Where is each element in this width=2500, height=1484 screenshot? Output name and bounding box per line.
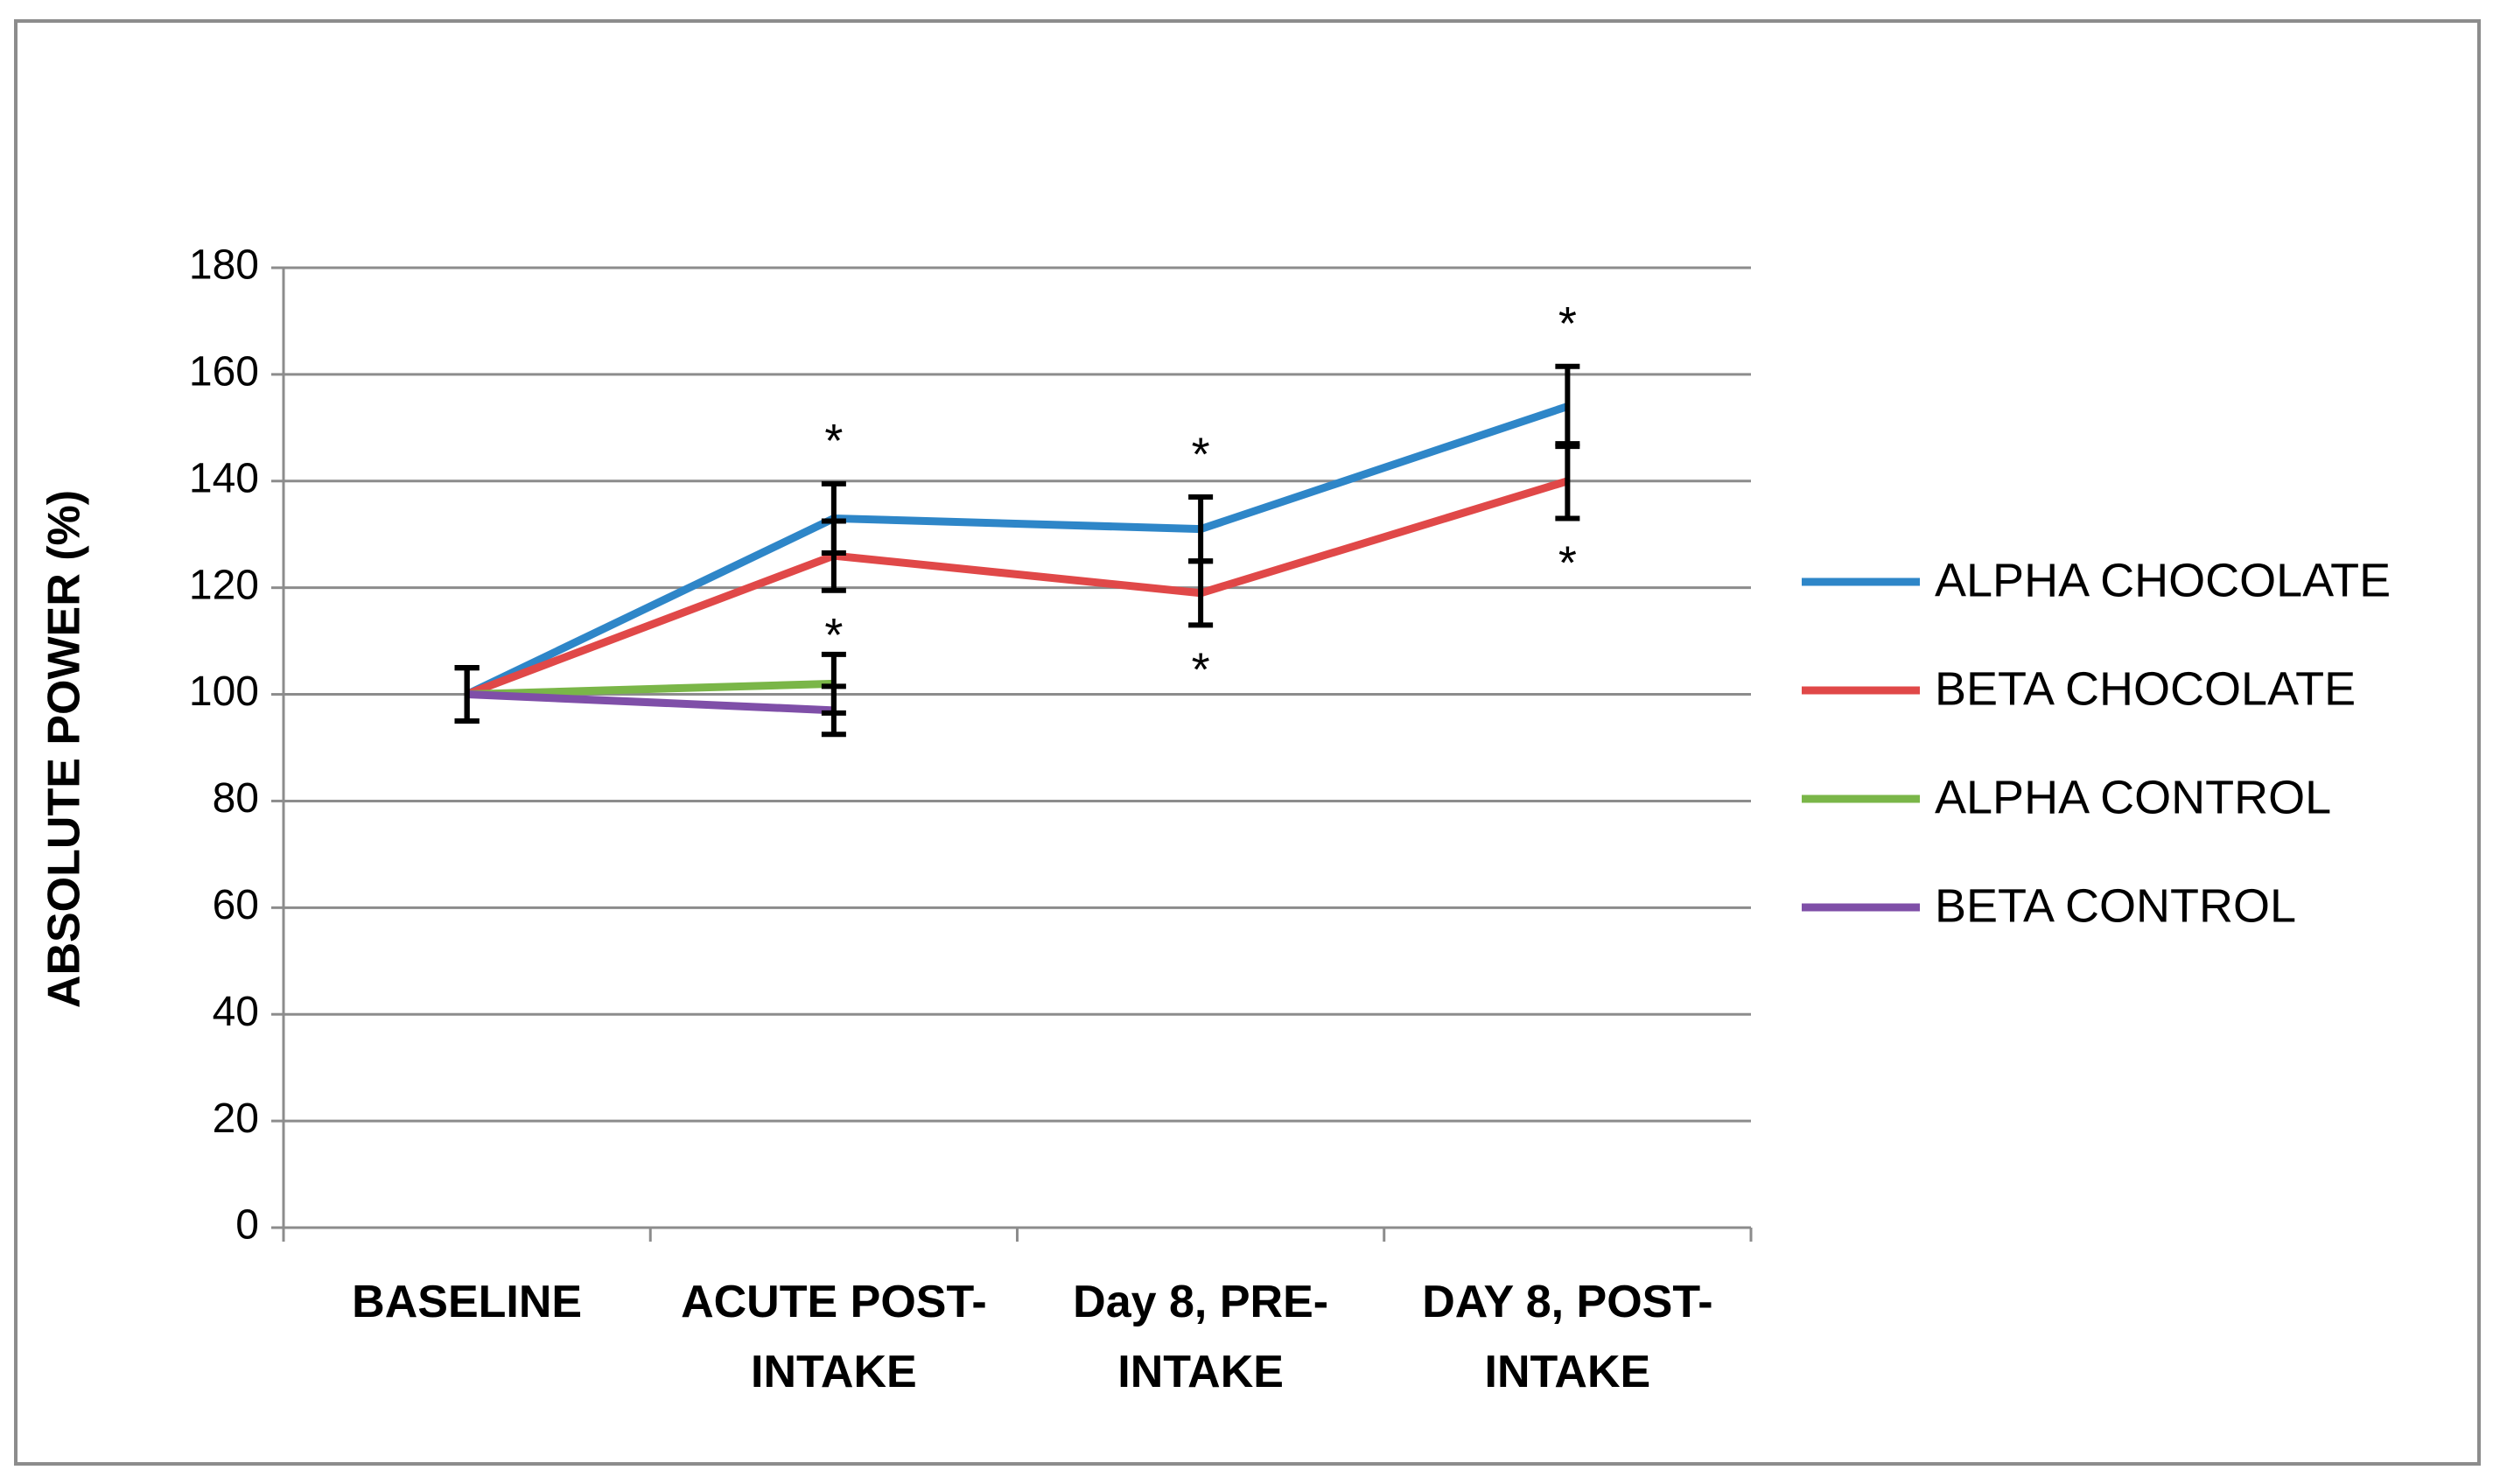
significance-mark: *: [1192, 644, 1210, 696]
y-tick-label: 160: [189, 349, 259, 396]
x-tick-label: DAY 8, POST-INTAKE: [1422, 1277, 1713, 1397]
y-tick-label: 40: [213, 989, 259, 1035]
x-tick-label: ACUTE POST-INTAKE: [681, 1277, 987, 1397]
y-axis-label: ABSOLUTE POWER (%): [39, 490, 90, 1008]
y-tick-label: 0: [235, 1202, 259, 1249]
y-tick-label: 120: [189, 562, 259, 608]
legend-label: ALPHA CONTROL: [1935, 771, 2331, 823]
error-bar: [821, 518, 846, 593]
y-tick-label: 140: [189, 455, 259, 501]
error-bar: [454, 665, 480, 724]
legend-label: BETA CONTROL: [1935, 879, 2296, 932]
y-tick-label: 20: [213, 1096, 259, 1142]
error-bar: [1188, 558, 1214, 628]
series-line: [465, 402, 1569, 698]
legend-label: BETA CHOCOLATE: [1935, 662, 2356, 715]
significance-mark: *: [1558, 537, 1577, 590]
y-tick-label: 60: [213, 882, 259, 928]
y-tick-label: 100: [189, 668, 259, 715]
chart-border: [14, 19, 2481, 1466]
series-line: [466, 477, 1569, 698]
error-bar: [1555, 441, 1580, 522]
significance-mark: *: [1192, 428, 1210, 480]
x-tick-label: Day 8, PRE-INTAKE: [1073, 1277, 1329, 1397]
significance-mark: *: [1558, 298, 1577, 350]
significance-mark: *: [824, 415, 843, 467]
legend-label: ALPHA CHOCOLATE: [1935, 554, 2391, 606]
series-line: [466, 679, 835, 699]
y-tick-label: 180: [189, 242, 259, 289]
error-bar: [821, 683, 846, 738]
x-tick-label: BASELINE: [352, 1277, 583, 1327]
significance-mark: *: [824, 609, 843, 662]
y-tick-label: 80: [213, 775, 259, 822]
series-line: [466, 690, 835, 715]
